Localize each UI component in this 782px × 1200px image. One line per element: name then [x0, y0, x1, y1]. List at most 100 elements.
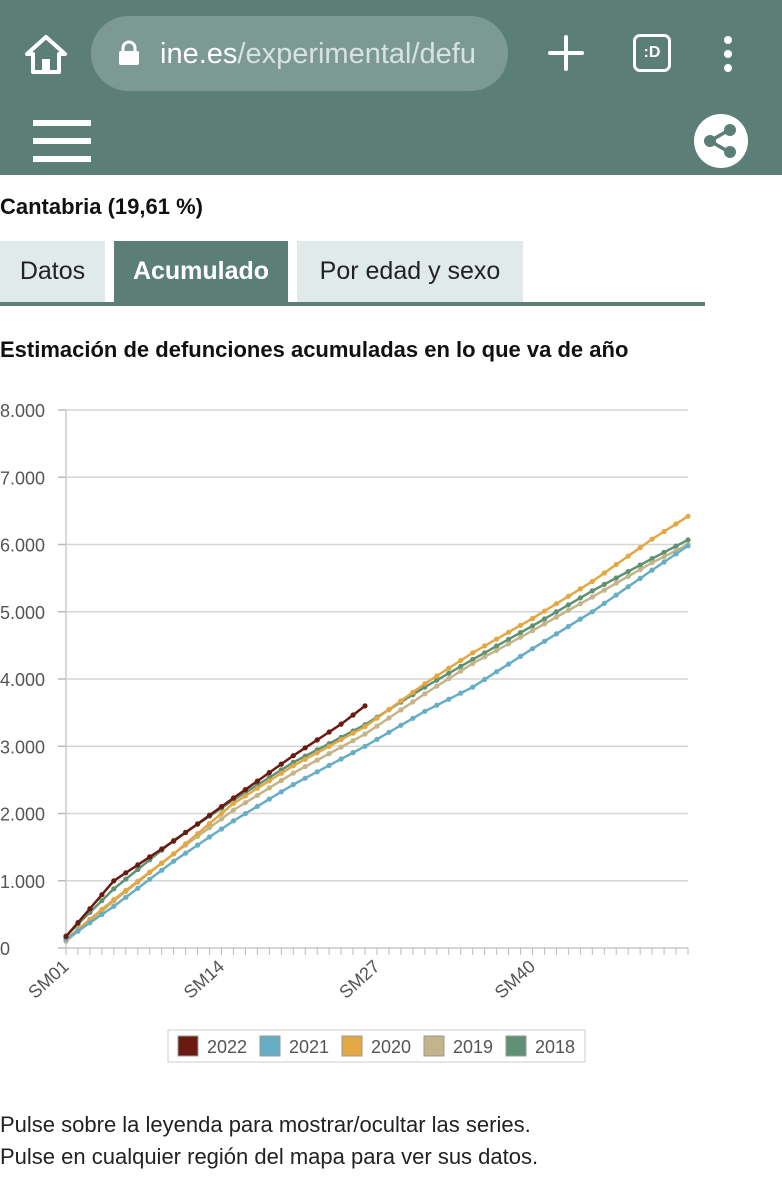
- url-text[interactable]: ine.es/experimental/defu: [160, 34, 495, 74]
- tab-por-edad-y-sexo[interactable]: Por edad y sexo: [297, 241, 523, 302]
- data-point-2022[interactable]: [242, 787, 248, 793]
- data-point-2020[interactable]: [386, 706, 392, 713]
- data-point-2019[interactable]: [386, 715, 392, 721]
- data-point-2019[interactable]: [446, 676, 452, 682]
- data-point-2021[interactable]: [506, 661, 512, 667]
- data-point-2018[interactable]: [553, 609, 560, 615]
- data-point-2018[interactable]: [434, 677, 440, 683]
- data-point-2021[interactable]: [541, 638, 548, 644]
- data-point-2021[interactable]: [111, 903, 117, 909]
- legend-swatch-2020[interactable]: [341, 1035, 363, 1057]
- data-point-2022[interactable]: [111, 878, 117, 884]
- data-point-2020[interactable]: [637, 545, 643, 551]
- data-point-2019[interactable]: [242, 800, 248, 806]
- data-point-2021[interactable]: [159, 867, 165, 873]
- data-point-2019[interactable]: [422, 691, 428, 697]
- legend-item-2022[interactable]: 2022: [207, 1037, 247, 1057]
- data-point-2020[interactable]: [171, 851, 177, 857]
- data-point-2020[interactable]: [266, 778, 272, 784]
- data-point-2021[interactable]: [99, 911, 105, 918]
- legend-swatch-2019[interactable]: [423, 1035, 445, 1057]
- data-point-2018[interactable]: [135, 866, 141, 873]
- data-point-2021[interactable]: [326, 762, 332, 768]
- data-point-2020[interactable]: [326, 743, 332, 749]
- legend-item-2021[interactable]: 2021: [289, 1037, 329, 1057]
- more-vert-icon[interactable]: [720, 34, 736, 74]
- data-point-2020[interactable]: [135, 878, 141, 884]
- tab-datos[interactable]: Datos: [0, 241, 105, 302]
- data-point-2022[interactable]: [290, 753, 296, 759]
- data-point-2019[interactable]: [362, 731, 368, 737]
- data-point-2022[interactable]: [302, 745, 308, 751]
- data-point-2021[interactable]: [529, 646, 536, 652]
- data-point-2021[interactable]: [195, 842, 201, 848]
- data-point-2021[interactable]: [577, 616, 583, 622]
- data-point-2021[interactable]: [398, 722, 404, 728]
- data-point-2019[interactable]: [577, 601, 583, 607]
- data-point-2020[interactable]: [350, 730, 356, 736]
- data-point-2020[interactable]: [362, 724, 368, 730]
- data-point-2019[interactable]: [218, 816, 225, 822]
- series-line-2019[interactable]: [65, 543, 689, 943]
- data-point-2020[interactable]: [685, 513, 691, 519]
- data-point-2019[interactable]: [637, 566, 643, 573]
- data-point-2022[interactable]: [99, 892, 105, 898]
- data-point-2022[interactable]: [338, 721, 344, 727]
- data-point-2021[interactable]: [242, 811, 248, 817]
- data-point-2019[interactable]: [613, 580, 619, 586]
- data-point-2021[interactable]: [266, 796, 272, 802]
- data-point-2020[interactable]: [410, 689, 416, 695]
- data-point-2020[interactable]: [494, 636, 500, 642]
- data-point-2020[interactable]: [625, 553, 631, 559]
- data-point-2020[interactable]: [565, 593, 572, 599]
- data-point-2022[interactable]: [314, 737, 320, 743]
- data-point-2022[interactable]: [171, 838, 177, 844]
- legend-swatch-2018[interactable]: [505, 1035, 527, 1057]
- data-point-2022[interactable]: [183, 829, 189, 836]
- data-point-2020[interactable]: [506, 629, 512, 635]
- data-point-2018[interactable]: [529, 623, 536, 629]
- data-point-2020[interactable]: [290, 763, 296, 769]
- share-icon[interactable]: [694, 114, 748, 168]
- data-point-2020[interactable]: [230, 800, 237, 806]
- data-point-2020[interactable]: [470, 650, 476, 656]
- data-point-2021[interactable]: [649, 567, 655, 573]
- data-point-2019[interactable]: [278, 777, 284, 784]
- data-point-2019[interactable]: [266, 785, 272, 791]
- data-point-2020[interactable]: [577, 586, 583, 592]
- data-point-2019[interactable]: [649, 560, 655, 566]
- data-point-2022[interactable]: [75, 920, 81, 926]
- data-point-2019[interactable]: [553, 614, 560, 620]
- data-point-2021[interactable]: [601, 600, 607, 606]
- lock-icon[interactable]: [118, 40, 140, 66]
- data-point-2020[interactable]: [195, 831, 201, 837]
- data-point-2021[interactable]: [278, 789, 284, 795]
- data-point-2021[interactable]: [410, 715, 416, 721]
- data-point-2021[interactable]: [230, 818, 237, 824]
- data-point-2021[interactable]: [553, 631, 560, 637]
- data-point-2020[interactable]: [398, 698, 404, 704]
- data-point-2020[interactable]: [482, 643, 488, 649]
- data-point-2020[interactable]: [159, 860, 165, 866]
- data-point-2021[interactable]: [685, 543, 691, 549]
- data-point-2020[interactable]: [218, 810, 225, 817]
- data-point-2021[interactable]: [386, 729, 392, 735]
- data-point-2021[interactable]: [218, 826, 225, 832]
- data-point-2022[interactable]: [230, 795, 237, 801]
- data-point-2021[interactable]: [87, 920, 93, 926]
- data-point-2018[interactable]: [673, 543, 679, 549]
- data-point-2018[interactable]: [685, 537, 691, 543]
- data-point-2020[interactable]: [553, 601, 560, 607]
- data-point-2022[interactable]: [362, 703, 368, 709]
- data-point-2021[interactable]: [422, 708, 428, 714]
- data-point-2020[interactable]: [613, 561, 619, 568]
- address-bar[interactable]: [91, 16, 508, 91]
- data-point-2022[interactable]: [63, 934, 69, 940]
- data-point-2020[interactable]: [529, 615, 536, 622]
- data-point-2021[interactable]: [446, 696, 452, 702]
- data-point-2019[interactable]: [625, 573, 631, 579]
- data-point-2019[interactable]: [350, 738, 356, 744]
- home-icon[interactable]: [22, 32, 70, 76]
- data-point-2021[interactable]: [147, 876, 153, 882]
- data-point-2018[interactable]: [637, 562, 643, 568]
